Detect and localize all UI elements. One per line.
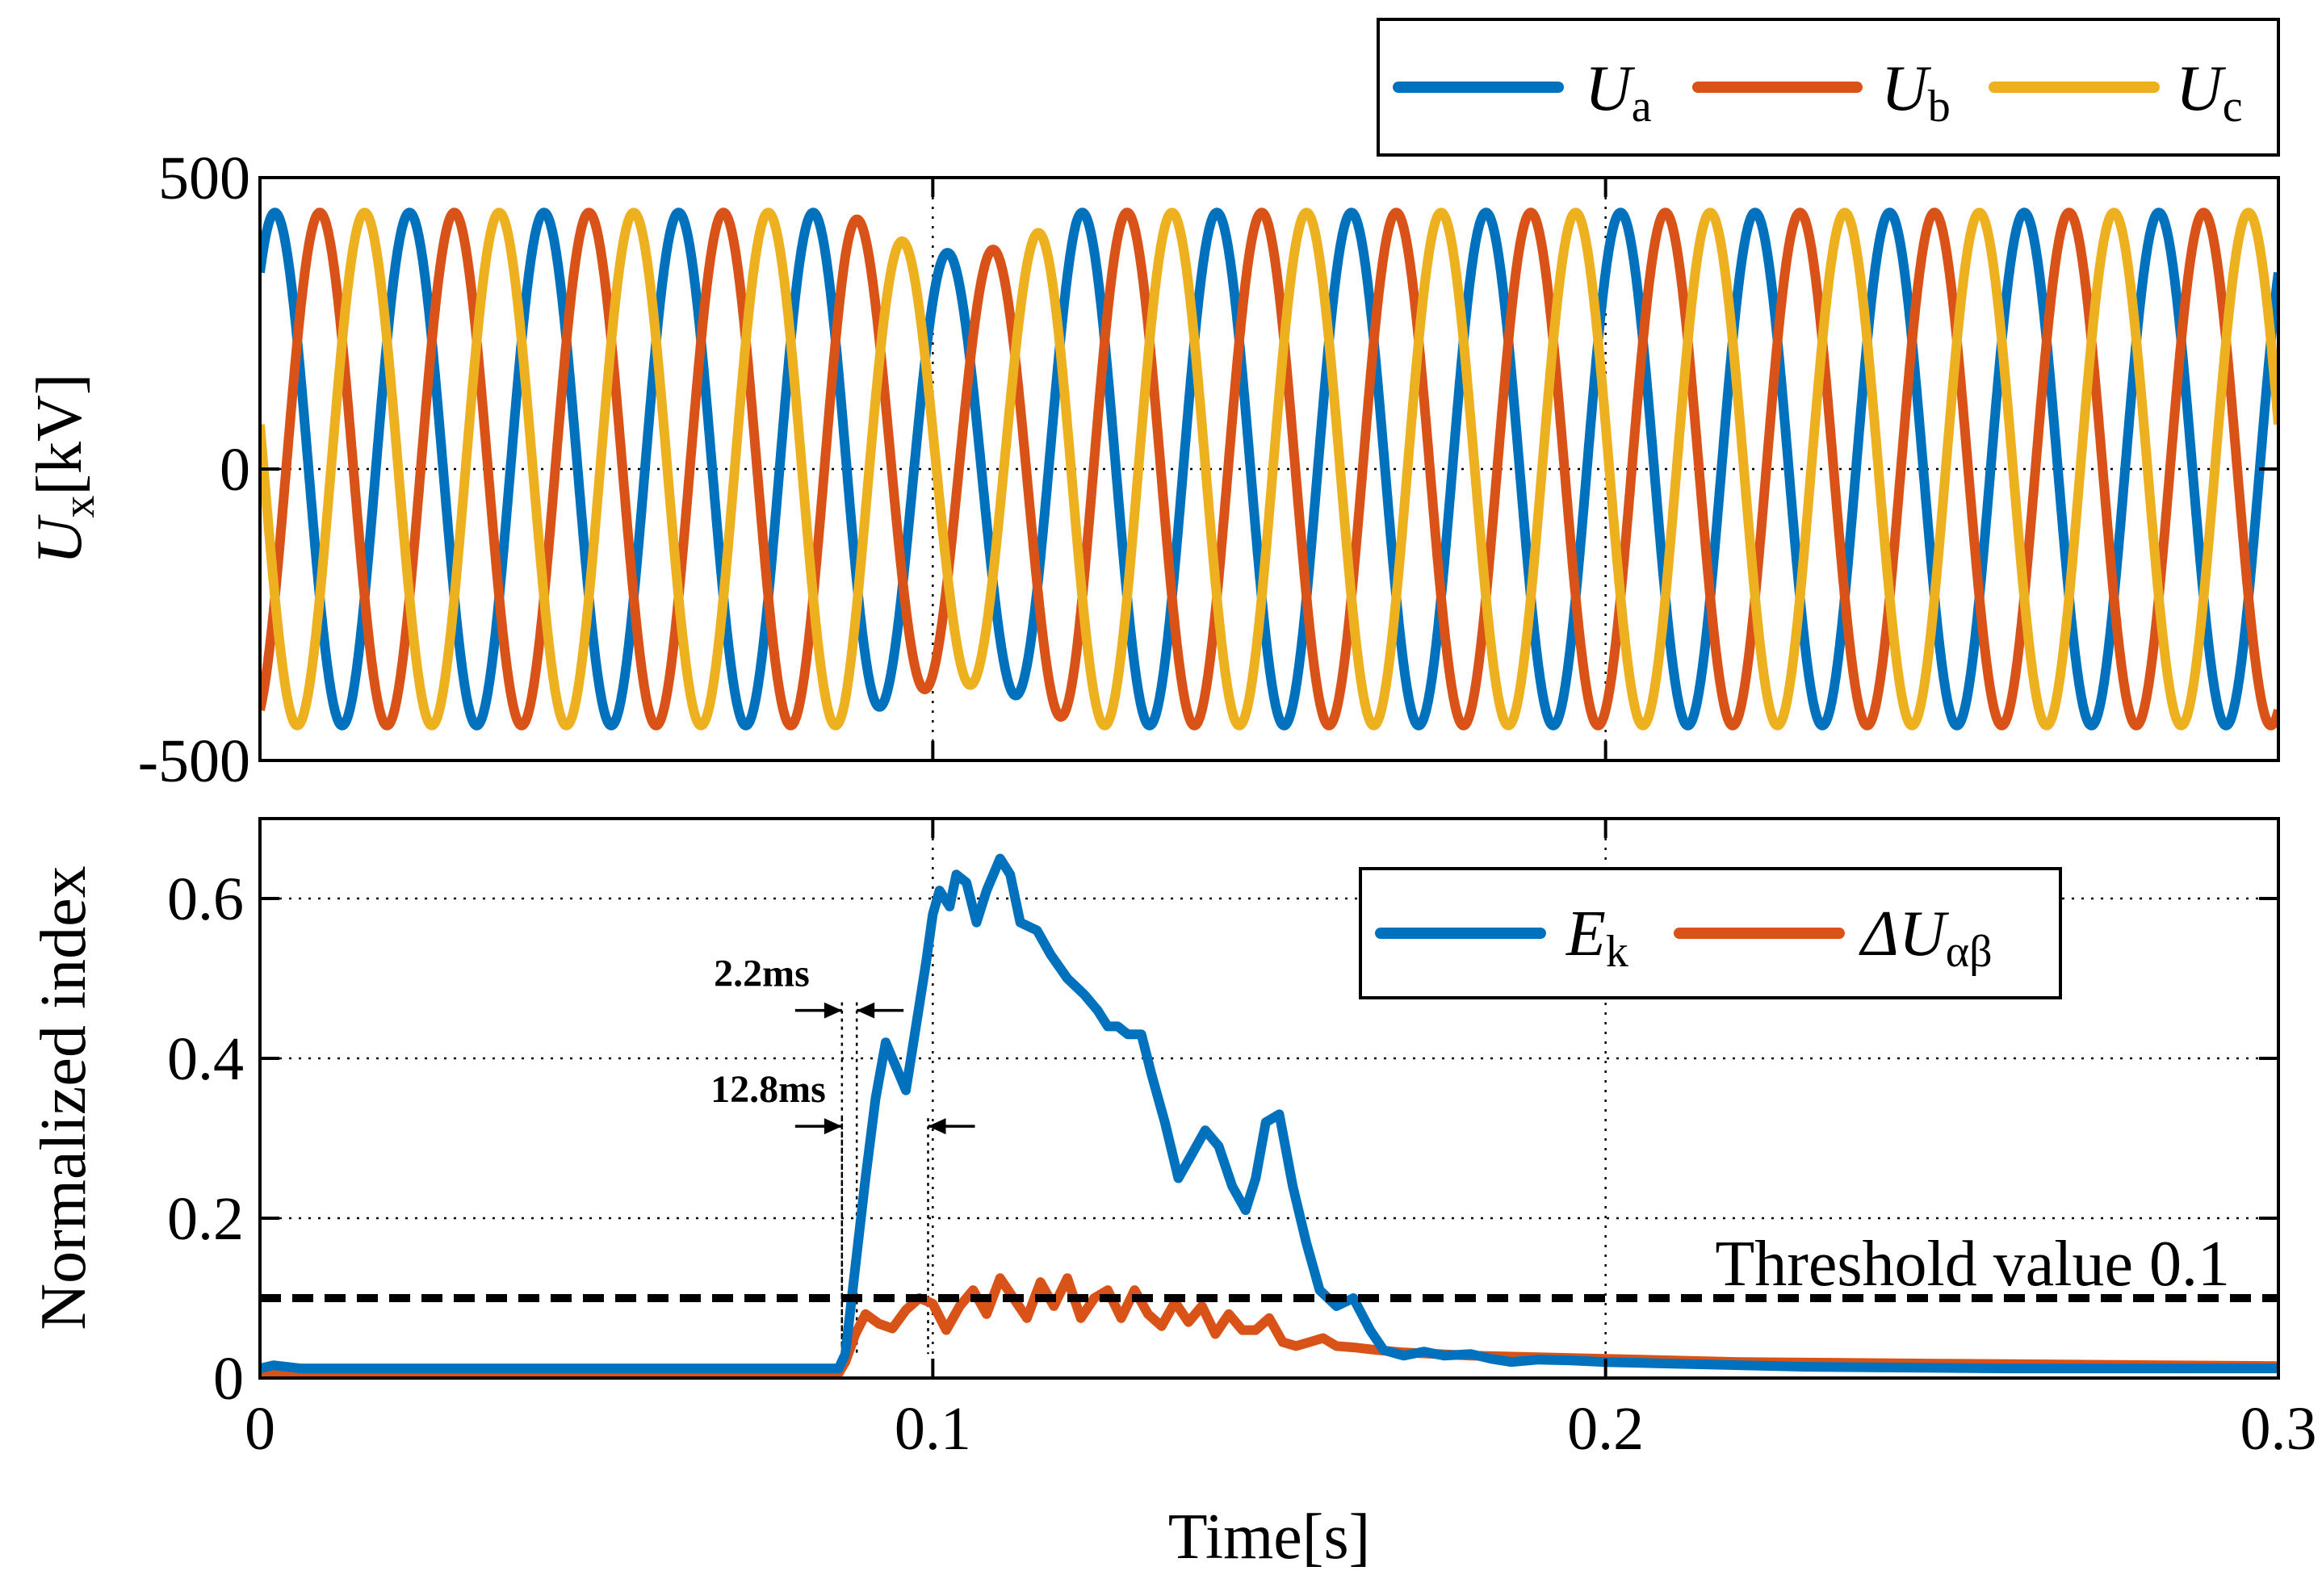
line-ub: [260, 207, 2278, 731]
legend-label-ek: Ek: [1565, 899, 1628, 977]
legend-label-uc: Uc: [2176, 53, 2243, 132]
line-delta-u-alpha-beta: [260, 1273, 2278, 1378]
annotation-arrowhead-left-0: [824, 1002, 842, 1019]
index-ticks: 0 0.2 0.4 0.6 0 0.1 0.2 0.3: [167, 819, 2317, 1463]
index-grid: [260, 819, 2278, 1378]
index-lines: [260, 853, 2278, 1378]
annotation-arrowhead-left-1: [824, 1118, 842, 1135]
index-xtick-label-2: 0.2: [1567, 1395, 1644, 1463]
index-ytick-label-2: 0.4: [167, 1025, 244, 1093]
voltage-ylabel: Ux[kV]: [24, 374, 104, 565]
voltage-ytick-label-0: -500: [138, 727, 250, 795]
index-ylabel: Normalized index: [28, 865, 99, 1330]
index-ytick-label-1: 0.2: [167, 1185, 244, 1253]
legend-label-duab: ΔUαβ: [1859, 899, 1993, 977]
index-xlabel: Time[s]: [1168, 1502, 1370, 1573]
detection-annotations: 2.2ms 12.8ms: [710, 953, 975, 1355]
voltage-ticks: -500 0 500: [138, 145, 2278, 795]
annotation-label-0: 2.2ms: [714, 953, 810, 995]
voltage-lines: [260, 207, 2278, 731]
index-legend: Ek ΔUαβ: [1359, 867, 2062, 999]
annotation-arrowhead-right-1: [928, 1118, 946, 1135]
legend-label-ub: Ub: [1881, 53, 1951, 132]
index-axes-frame: [258, 817, 2280, 1380]
index-xtick-label-1: 0.1: [895, 1395, 971, 1463]
voltage-legend: Ua Ub Uc: [1377, 18, 2280, 157]
annotation-arrowhead-right-0: [857, 1002, 875, 1019]
legend-label-ua: Ua: [1585, 53, 1652, 132]
line-ek: [260, 853, 2278, 1374]
annotation-label-1: 12.8ms: [710, 1068, 826, 1111]
threshold-label: Threshold value 0.1: [1715, 1229, 2230, 1300]
index-ytick-label-3: 0.6: [167, 865, 244, 933]
index-ytick-label-0: 0: [213, 1345, 244, 1413]
voltage-chart: -500 0 500 Ux[kV] Ua Ub Uc: [24, 18, 2280, 795]
index-xtick-label-0: 0: [245, 1395, 275, 1463]
voltage-ytick-label-1: 0: [220, 436, 250, 504]
index-xtick-label-3: 0.3: [2240, 1395, 2317, 1463]
line-uc: [260, 207, 2278, 731]
voltage-ytick-label-2: 500: [158, 145, 250, 212]
line-ua: [260, 207, 2278, 731]
